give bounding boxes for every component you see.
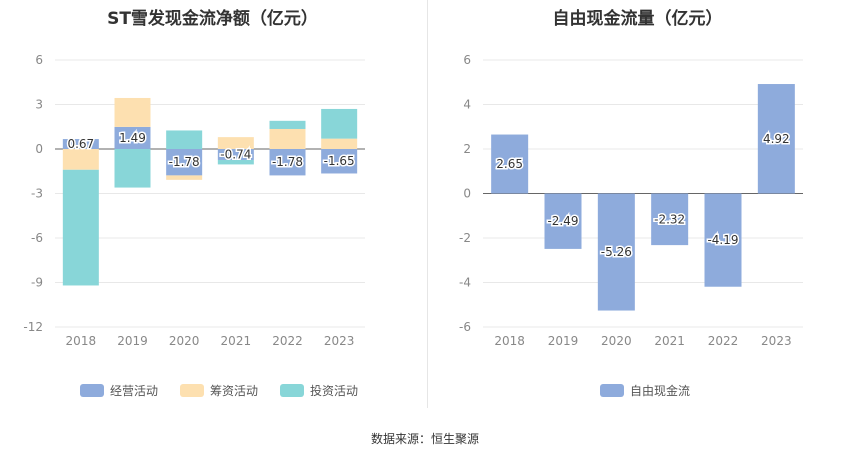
data-label-1-5: 4.92 — [763, 132, 790, 146]
legend-label-investing: 投资活动 — [310, 384, 359, 398]
bar-0-1-1 — [114, 97, 151, 127]
y-tick-label-0-6: -12 — [23, 320, 43, 334]
y-tick-label-0-0: 6 — [35, 53, 43, 67]
right-chart-legend: 自由现金流 — [600, 382, 712, 399]
x-tick-label-0-0: 2018 — [66, 334, 97, 348]
bar-1-0-3 — [651, 193, 689, 246]
bar-0-0-2 — [166, 149, 203, 176]
bar-0-1-5 — [321, 138, 358, 149]
bar-0-1-0 — [62, 149, 99, 170]
chart-divider — [427, 0, 428, 408]
bar-1-0-4 — [704, 193, 742, 287]
bar-0-1-4 — [269, 128, 306, 149]
bar-0-2-0 — [62, 169, 99, 286]
bar-0-0-4 — [269, 149, 306, 176]
x-tick-label-1-5: 2023 — [761, 334, 792, 348]
data-label-0-4: -1.78 — [272, 155, 303, 169]
x-tick-label-0-1: 2019 — [117, 334, 148, 348]
y-tick-label-0-1: 3 — [35, 98, 43, 112]
y-tick-label-0-4: -6 — [31, 231, 43, 245]
x-tick-label-1-2: 2020 — [601, 334, 632, 348]
legend-item-operating[interactable]: 经营活动 — [80, 382, 158, 399]
bar-0-0-0 — [62, 139, 99, 149]
legend-item-fcf[interactable]: 自由现金流 — [600, 382, 690, 399]
x-tick-label-1-1: 2019 — [548, 334, 579, 348]
bar-0-2-1 — [114, 149, 151, 188]
bar-0-0-5 — [321, 149, 358, 174]
data-label-1-4: -4.19 — [707, 233, 738, 247]
bar-1-0-5 — [757, 84, 795, 194]
x-tick-label-1-4: 2022 — [708, 334, 739, 348]
bar-0-2-4 — [269, 120, 306, 129]
bar-1-0-2 — [597, 193, 635, 311]
y-tick-label-0-5: -9 — [31, 276, 43, 290]
data-label-1-1: -2.49 — [547, 214, 578, 228]
y-tick-label-1-2: 2 — [463, 142, 471, 156]
y-tick-label-0-2: 0 — [35, 142, 43, 156]
y-tick-label-1-5: -4 — [459, 276, 471, 290]
x-tick-label-1-0: 2018 — [494, 334, 525, 348]
legend-item-financing[interactable]: 筹资活动 — [180, 382, 258, 399]
y-tick-label-1-3: 0 — [463, 187, 471, 201]
bar-0-0-1 — [114, 126, 151, 149]
legend-swatch-financing — [180, 384, 205, 397]
x-tick-label-0-5: 2023 — [324, 334, 355, 348]
right-chart-title: 自由现金流量（亿元） — [552, 9, 723, 29]
bar-1-0-1 — [544, 193, 582, 249]
x-tick-label-1-3: 2021 — [654, 334, 685, 348]
bar-0-0-3 — [217, 149, 254, 160]
data-label-0-5: -1.65 — [324, 154, 355, 168]
data-label-0-3: -0.74 — [220, 147, 251, 161]
data-label-0-0: 0.67 — [67, 137, 94, 151]
y-tick-label-0-3: -3 — [31, 187, 43, 201]
legend-swatch-investing — [280, 384, 305, 397]
y-tick-label-1-6: -6 — [459, 320, 471, 334]
bar-1-0-0 — [491, 134, 529, 194]
left-chart-legend: 经营活动 筹资活动 投资活动 — [80, 382, 380, 399]
bar-0-1-3 — [217, 137, 254, 149]
x-tick-label-0-2: 2020 — [169, 334, 200, 348]
data-label-1-3: -2.32 — [654, 212, 685, 226]
y-tick-label-1-4: -2 — [459, 231, 471, 245]
legend-swatch-operating — [80, 384, 104, 397]
bar-0-1-2 — [166, 175, 203, 180]
data-source-note: 数据来源：恒生聚源 — [370, 432, 479, 446]
x-tick-label-0-3: 2021 — [221, 334, 252, 348]
y-tick-label-1-1: 4 — [463, 98, 471, 112]
legend-label-operating: 经营活动 — [110, 384, 159, 398]
legend-swatch-fcf — [600, 384, 624, 397]
x-tick-label-0-4: 2022 — [272, 334, 303, 348]
left-chart-title: ST雪发现金流净额（亿元） — [107, 9, 318, 29]
bar-0-2-3 — [217, 159, 254, 165]
data-label-1-2: -5.26 — [601, 245, 632, 259]
legend-item-investing[interactable]: 投资活动 — [280, 382, 358, 399]
data-label-0-1: 1.49 — [119, 131, 146, 145]
y-tick-label-1-0: 6 — [463, 53, 471, 67]
legend-label-financing: 筹资活动 — [210, 384, 259, 398]
bar-0-2-2 — [166, 130, 203, 149]
legend-label-fcf: 自由现金流 — [630, 384, 691, 398]
bar-0-2-5 — [321, 108, 358, 139]
data-label-1-0: 2.65 — [496, 157, 523, 171]
data-label-0-2: -1.78 — [169, 155, 200, 169]
